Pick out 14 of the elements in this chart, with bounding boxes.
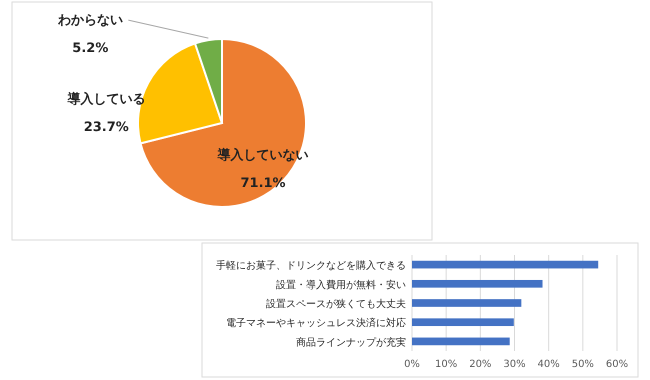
x-tick-label: 20% [469, 359, 492, 370]
data-label: 5.2% [72, 41, 108, 56]
x-tick-label: 50% [572, 359, 594, 370]
x-tick-label: 0% [404, 359, 420, 370]
y-tick-label: 商品ラインナップが充実 [296, 336, 406, 348]
y-tick-label: 手軽にお菓子、ドリンクなどを購入できる [216, 260, 406, 272]
slice-label: わからない [56, 13, 123, 28]
x-tick-label: 30% [503, 359, 526, 370]
y-tick-label: 設置スペースが狭くても大丈夫 [266, 298, 406, 310]
y-tick-label: 設置・導入費用が無料・安い [276, 278, 406, 291]
x-tick-label: 10% [435, 359, 458, 370]
x-tick-label: 60% [606, 359, 628, 370]
y-tick-label: 電子マネーやキャッシュレス決済に対応 [226, 317, 406, 330]
x-tick-label: 40% [538, 359, 560, 370]
